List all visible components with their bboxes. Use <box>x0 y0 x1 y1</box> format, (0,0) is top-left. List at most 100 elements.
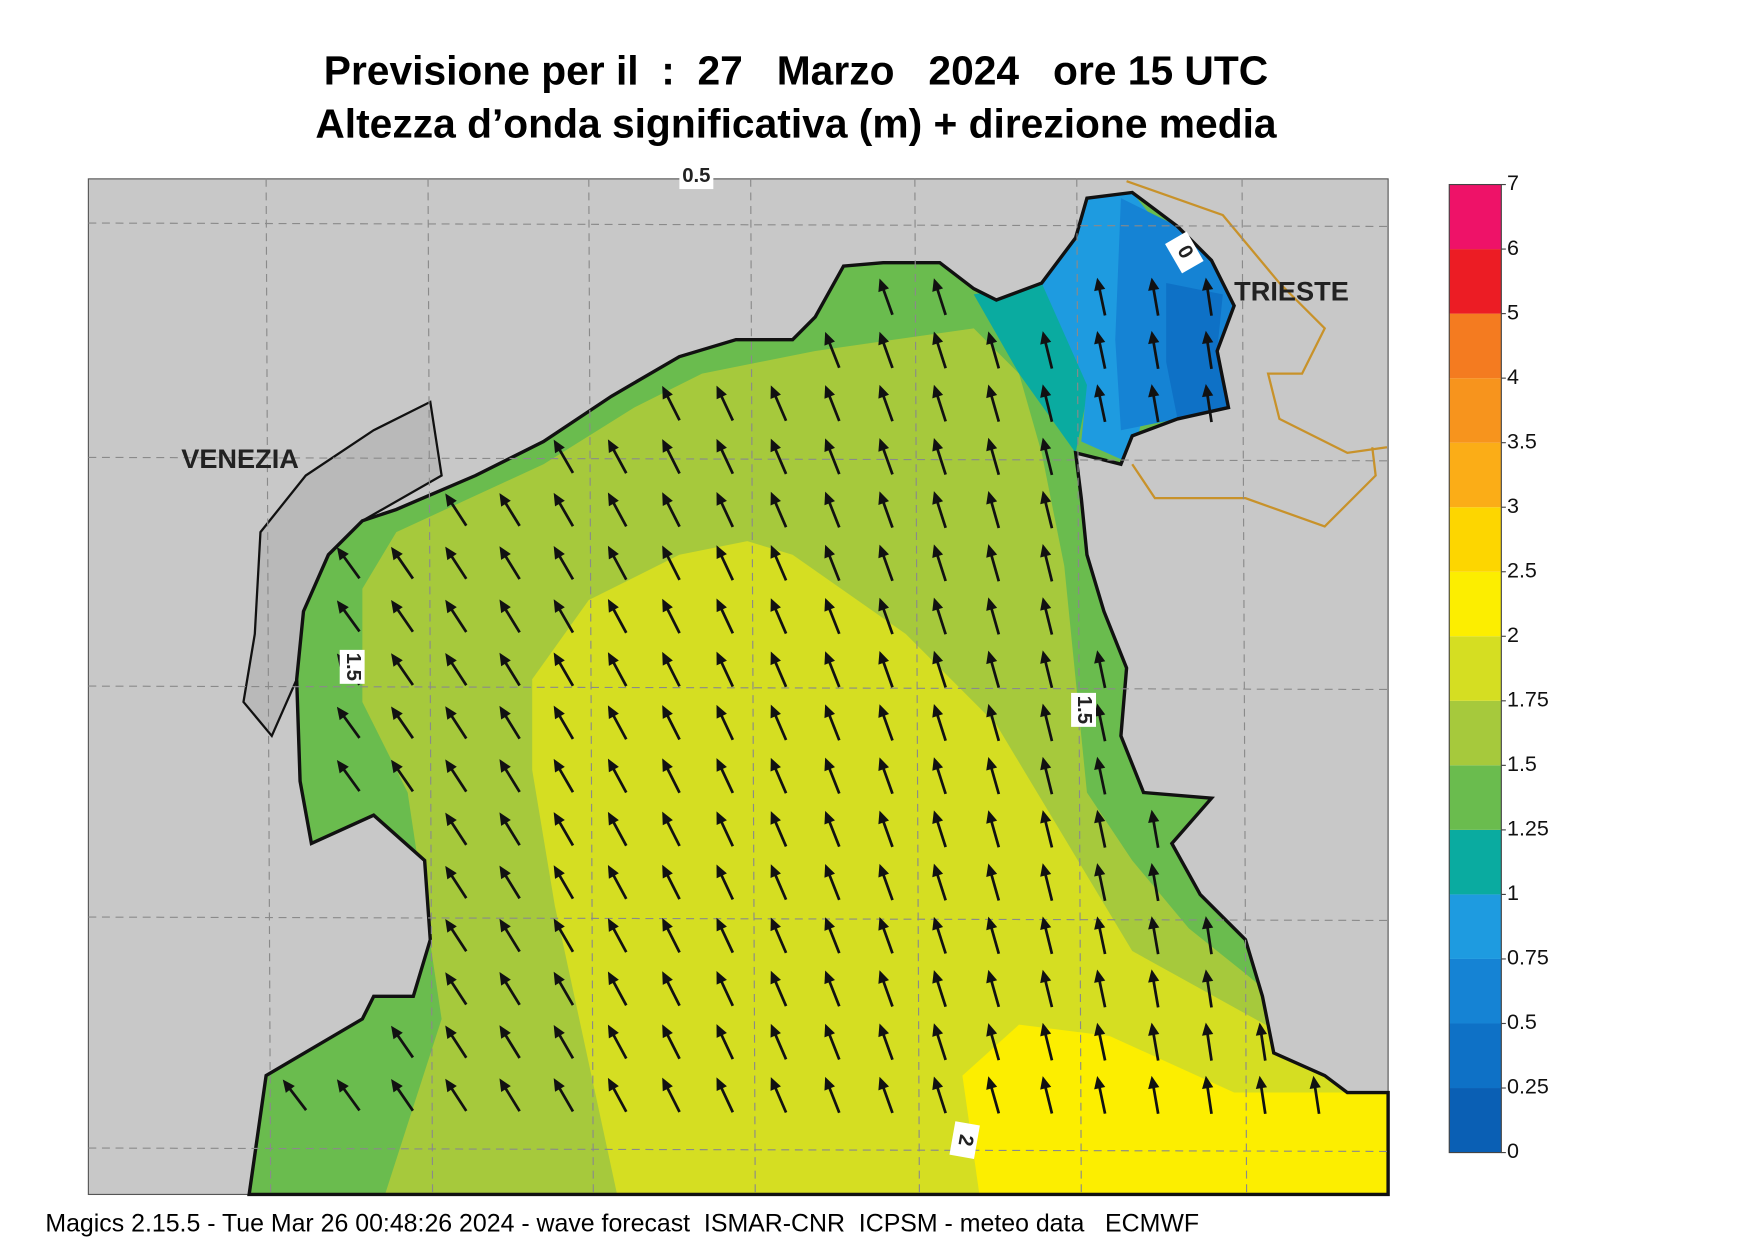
arrow-head <box>391 653 403 667</box>
arrow-head <box>607 652 619 666</box>
graticule <box>1076 178 1082 1195</box>
arrow-head <box>1094 331 1106 345</box>
arrow-head <box>878 970 890 984</box>
arrow-head <box>553 971 565 986</box>
arrow-head <box>824 917 835 931</box>
arrow-head <box>1040 597 1052 611</box>
arrow-head <box>553 865 565 879</box>
arrow-head <box>499 705 511 720</box>
footer: Magics 2.15.5 - Tue Mar 26 00:48:26 2024… <box>45 1210 1199 1238</box>
arrow-head <box>824 597 835 612</box>
arrow-head <box>1040 703 1052 718</box>
arrow-head <box>1040 544 1052 558</box>
arrow-head <box>445 1078 457 1093</box>
arrow-head <box>662 1077 673 1092</box>
colorbar-label: 6 <box>1507 236 1519 260</box>
arrow-head <box>499 1078 511 1092</box>
arrow-head <box>1148 277 1160 291</box>
arrow-head <box>607 811 619 826</box>
arrow-head <box>716 704 727 719</box>
arrow-head <box>445 1025 457 1040</box>
arrow-head <box>1255 1022 1268 1036</box>
arrow-head <box>336 706 349 721</box>
arrow-head <box>1202 384 1214 398</box>
arrow-head <box>932 491 944 505</box>
colorbar-swatch <box>1449 829 1502 895</box>
arrow-head <box>1040 969 1052 984</box>
arrow-head <box>391 706 403 720</box>
arrow-head <box>1148 330 1160 345</box>
label-box <box>949 1121 980 1159</box>
arrow-head <box>986 1023 998 1037</box>
arrow-head <box>824 864 835 878</box>
arrow-head <box>1040 756 1052 771</box>
arrow-head <box>770 757 781 772</box>
arrow-head <box>1040 916 1052 930</box>
arrow-head <box>499 759 511 773</box>
arrow-head <box>662 917 673 932</box>
arrow-head <box>445 865 457 880</box>
arrow-head <box>1040 490 1052 505</box>
arrow-head <box>607 865 619 879</box>
arrow-head <box>1148 916 1160 930</box>
colorbar-label: 1 <box>1507 881 1519 905</box>
arrow-head <box>336 600 349 614</box>
arrow-head <box>986 331 998 345</box>
arrow-head <box>336 1079 349 1093</box>
arrow-head <box>770 385 781 400</box>
arrow-head <box>770 704 781 719</box>
arrow-head <box>716 438 727 453</box>
arrow-head <box>716 917 727 932</box>
arrow-head <box>986 597 998 611</box>
arrow-head <box>553 439 565 454</box>
subtitle: Altezza d’onda significativa (m) + direz… <box>315 101 1277 147</box>
contour-label: 0.5 <box>679 164 714 190</box>
arrow-head <box>1202 916 1214 930</box>
colorbar-swatch <box>1449 571 1502 637</box>
arrow-head <box>553 705 565 720</box>
label-box <box>1071 692 1097 727</box>
colorbar-label: 1.25 <box>1507 817 1549 841</box>
arrow-head <box>716 651 727 666</box>
arrow-head <box>662 492 673 506</box>
arrow-head <box>770 491 781 506</box>
arrow-head <box>878 863 890 878</box>
arrow-head <box>716 545 727 559</box>
colorbar-swatch <box>1449 636 1502 701</box>
wave-region <box>532 541 1389 1195</box>
arrow-head <box>878 1076 890 1091</box>
arrow-head <box>1202 1075 1214 1089</box>
contour-label: 2 <box>953 1133 977 1148</box>
arrow-head <box>770 545 781 559</box>
arrow-head <box>878 704 890 718</box>
arrow-head <box>607 439 619 453</box>
label-box <box>1165 231 1204 274</box>
arrow-head <box>553 918 565 933</box>
arrow-head <box>662 705 673 719</box>
arrow-head <box>391 759 403 774</box>
arrow-head <box>770 438 781 453</box>
place-label: TRIESTE <box>1234 275 1349 306</box>
arrow-head <box>824 810 835 825</box>
arrow-head <box>932 863 944 878</box>
arrow-head <box>878 384 890 399</box>
arrow-head <box>445 706 457 720</box>
colorbar-label: 0.5 <box>1507 1010 1537 1034</box>
colorbar-swatch <box>1449 1023 1502 1089</box>
arrow-head <box>878 757 890 772</box>
arrow-head <box>445 546 457 561</box>
contour-label: 2 <box>949 1121 980 1159</box>
arrow-head <box>499 493 511 507</box>
arrow-head <box>607 492 619 507</box>
arrow-head <box>1040 810 1052 824</box>
arrow-head <box>1255 1075 1268 1089</box>
arrow-head <box>499 865 511 880</box>
arrow-head <box>932 331 944 346</box>
arrow-head <box>1094 650 1106 664</box>
arrow-head <box>1040 384 1052 398</box>
arrow-head <box>932 544 944 558</box>
arrow-head <box>445 919 457 933</box>
arrow-head <box>336 759 349 774</box>
arrow-head <box>553 546 565 560</box>
arrow-head <box>499 918 511 933</box>
